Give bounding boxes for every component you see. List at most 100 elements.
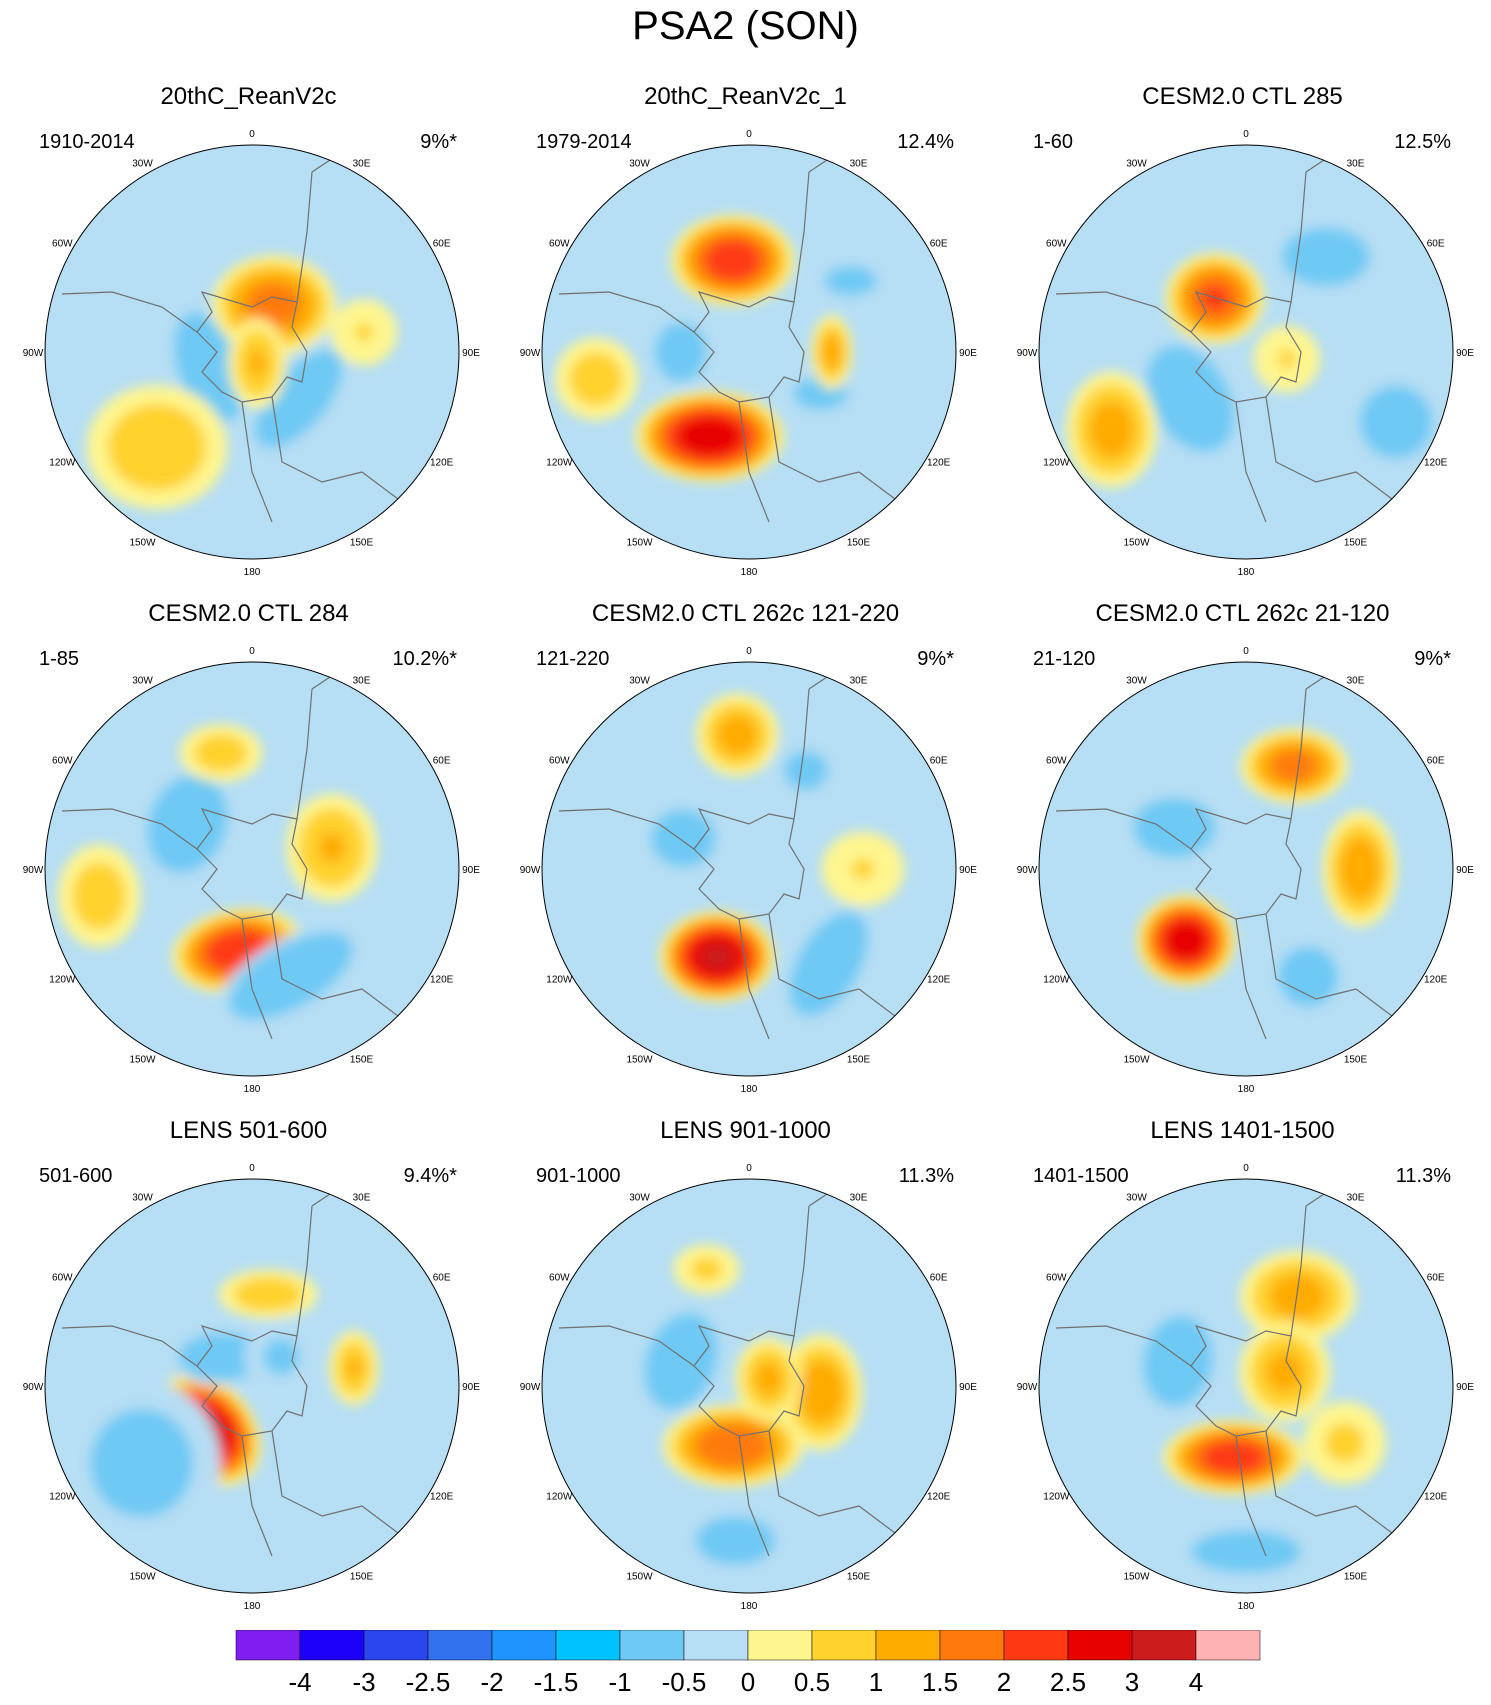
colorbar-swatch xyxy=(619,1630,685,1661)
map-border xyxy=(541,1178,957,1594)
map-panel: 0 30E 60E 90E 120E 150E 180 150W 120W 90W 60W 30W CE… xyxy=(497,587,994,1104)
contour-fill xyxy=(72,862,127,930)
contour-fill xyxy=(255,349,343,448)
longitude-label: 30W xyxy=(132,158,153,169)
polar-map: 0 30E 60E 90E 120E 150E 180 150W 120W 90W 60W 30W xyxy=(23,129,481,578)
colorbar-swatch xyxy=(427,1630,493,1661)
contour-fill xyxy=(90,1409,194,1518)
longitude-label: 30E xyxy=(850,158,868,169)
longitude-label: 60E xyxy=(930,756,948,767)
contour-fill xyxy=(678,417,742,456)
colorbar-swatch xyxy=(811,1630,877,1661)
longitude-label: 150E xyxy=(350,538,374,549)
longitude-label: 120E xyxy=(1424,1492,1448,1503)
contour-fill xyxy=(717,714,758,755)
panel-variance: 9%* xyxy=(420,131,457,153)
colorbar-swatch xyxy=(1131,1630,1197,1661)
longitude-label: 30W xyxy=(1126,675,1147,686)
longitude-label: 120W xyxy=(49,1492,76,1503)
longitude-label: 60W xyxy=(1046,756,1067,767)
colorbar: -4 -3 -2.5 -2 -1.5 -1 -0.5 0 0.5 1 1.5 2 2.5 3 4 xyxy=(235,1630,1261,1697)
contour-fill xyxy=(821,334,842,370)
longitude-label: 150W xyxy=(1123,1055,1150,1066)
contour-fill xyxy=(1282,227,1370,286)
map-border xyxy=(1038,144,1454,560)
longitude-label: 90W xyxy=(1017,865,1038,876)
longitude-label: 60W xyxy=(1046,1273,1067,1284)
longitude-label: 0 xyxy=(1243,129,1249,140)
longitude-label: 90W xyxy=(23,865,44,876)
longitude-label: 90E xyxy=(959,865,977,876)
contour-fill xyxy=(1143,1315,1213,1407)
longitude-label: 90W xyxy=(520,865,541,876)
longitude-label: 60E xyxy=(1427,1273,1445,1284)
contour-fill xyxy=(233,1276,303,1312)
contour-fill xyxy=(319,832,345,863)
colorbar-tick-label: -1.5 xyxy=(534,1667,579,1697)
coastline xyxy=(558,151,900,523)
map-panel: 0 30E 60E 90E 120E 150E 180 150W 120W 90W 60W 30W 20… xyxy=(0,70,497,587)
longitude-label: 120W xyxy=(546,458,573,469)
polar-map: 0 30E 60E 90E 120E 150E 180 150W 120W 90W 60W 30W xyxy=(1017,129,1475,578)
coastline xyxy=(1055,1185,1397,1557)
longitude-label: 120W xyxy=(1043,975,1070,986)
contour-fill xyxy=(824,266,877,296)
longitude-label: 90W xyxy=(520,348,541,359)
contour-fill xyxy=(1278,946,1339,1007)
contour-fill xyxy=(107,403,207,491)
contour-fill xyxy=(700,943,734,970)
contour-fill xyxy=(263,1338,300,1375)
longitude-label: 150E xyxy=(1344,1572,1368,1583)
longitude-label: 60E xyxy=(433,1273,451,1284)
colorbar-tick-label: 1.5 xyxy=(922,1667,958,1697)
longitude-label: 60E xyxy=(433,239,451,250)
contour-fill xyxy=(851,858,875,880)
longitude-label: 120W xyxy=(546,975,573,986)
colorbar-swatch xyxy=(747,1630,813,1661)
colorbar-swatch xyxy=(491,1630,557,1661)
contour-fill xyxy=(798,1360,844,1424)
longitude-label: 60W xyxy=(549,1273,570,1284)
longitude-label: 60W xyxy=(549,239,570,250)
longitude-label: 60E xyxy=(1427,239,1445,250)
longitude-label: 30E xyxy=(1347,675,1365,686)
contour-fill xyxy=(644,1313,718,1410)
longitude-label: 30E xyxy=(850,1192,868,1203)
polar-map: 0 30E 60E 90E 120E 150E 180 150W 120W 90W 60W 30W xyxy=(520,646,978,1095)
polar-map: 0 30E 60E 90E 120E 150E 180 150W 120W 90W 60W 30W xyxy=(1017,1163,1475,1612)
contour-fill xyxy=(193,734,248,772)
colorbar-swatch xyxy=(299,1630,365,1661)
polar-map: 0 30E 60E 90E 120E 150E 180 150W 120W 90W 60W 30W xyxy=(23,646,481,1095)
longitude-label: 60E xyxy=(1427,756,1445,767)
longitude-label: 150W xyxy=(1123,1572,1150,1583)
contour-fill xyxy=(1277,349,1297,369)
polar-map: 0 30E 60E 90E 120E 150E 180 150W 120W 90W 60W 30W xyxy=(520,129,978,578)
panel-period: 1-85 xyxy=(39,648,80,670)
longitude-label: 30W xyxy=(132,675,153,686)
contour-fill xyxy=(249,350,266,377)
longitude-label: 60W xyxy=(52,1273,73,1284)
longitude-label: 90E xyxy=(959,348,977,359)
longitude-label: 180 xyxy=(741,1601,758,1612)
panel-period: 1979-2014 xyxy=(536,131,632,153)
colorbar-tick-label: 1 xyxy=(869,1667,883,1697)
longitude-label: 90W xyxy=(23,348,44,359)
contour-fill xyxy=(1165,921,1208,960)
longitude-label: 180 xyxy=(244,567,261,578)
longitude-label: 120E xyxy=(927,975,951,986)
longitude-label: 30W xyxy=(1126,158,1147,169)
panel-period: 901-1000 xyxy=(536,1165,621,1187)
colorbar-swatch xyxy=(1003,1630,1069,1661)
map-panel: 0 30E 60E 90E 120E 150E 180 150W 120W 90W 60W 30W CE… xyxy=(0,587,497,1104)
contour-fill xyxy=(1324,1422,1365,1463)
colorbar-swatch xyxy=(683,1630,749,1661)
colorbar-tick-label: -4 xyxy=(288,1667,311,1697)
longitude-label: 120E xyxy=(430,458,454,469)
longitude-label: 30W xyxy=(629,675,650,686)
map-border xyxy=(44,661,460,1077)
panel-variance: 9%* xyxy=(1414,648,1451,670)
longitude-label: 180 xyxy=(1238,1601,1255,1612)
contour-fill xyxy=(1266,1351,1304,1392)
longitude-label: 0 xyxy=(1243,1163,1249,1174)
colorbar-tick-label: -2 xyxy=(480,1667,503,1697)
